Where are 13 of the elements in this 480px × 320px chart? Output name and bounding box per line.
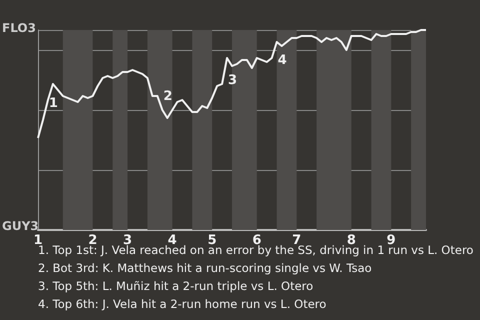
- x-tick-label: 4: [168, 233, 177, 248]
- annotation: 4: [278, 53, 287, 68]
- annotation: GUY3: [2, 219, 39, 233]
- text: 3. Top 5th: L. Muñiz hit a 2-run triple vs L. Otero: [38, 279, 314, 293]
- annotation: 1: [48, 96, 58, 111]
- x-tick-label: 5: [208, 233, 217, 248]
- x-tick-label: 8: [346, 233, 356, 248]
- annotation: 3: [228, 73, 238, 88]
- annotation: 2: [163, 89, 172, 104]
- text: 4. Top 6th: J. Vela hit a 2-run home run vs L. Otero: [38, 297, 326, 311]
- text: 2. Bot 3rd: K. Matthews hit a run-scoring single vs W. Tsao: [38, 261, 372, 275]
- text: FLO3: [2, 21, 36, 35]
- x-tick-label: 9: [386, 233, 396, 248]
